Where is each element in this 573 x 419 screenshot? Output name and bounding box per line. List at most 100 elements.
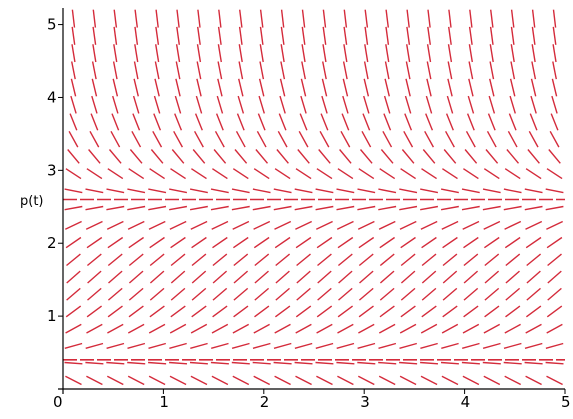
- slope-segment: [192, 149, 206, 164]
- slope-segment: [106, 375, 124, 386]
- slope-segment: [421, 287, 437, 301]
- slope-segment: [294, 188, 313, 194]
- slope-segment: [191, 270, 207, 284]
- slope-segment: [483, 168, 500, 180]
- slope-segment: [447, 61, 453, 80]
- slope-segment: [447, 44, 453, 63]
- slope-segment: [468, 78, 474, 97]
- slope-segment: [85, 205, 104, 211]
- slope-segment: [232, 220, 250, 230]
- slope-segment: [525, 236, 542, 249]
- slope-segment: [485, 149, 499, 164]
- slope-segment: [343, 26, 348, 45]
- slope-segment: [274, 236, 291, 249]
- slope-segment: [86, 323, 103, 334]
- slope-segment: [169, 375, 187, 386]
- slope-segment: [552, 44, 557, 63]
- slope-segment: [131, 130, 142, 148]
- slope-segment: [551, 78, 558, 97]
- slope-segment: [440, 188, 459, 194]
- slope-segment: [213, 149, 227, 164]
- slope-segment: [358, 287, 374, 301]
- slope-segment: [212, 253, 228, 267]
- slope-segment: [359, 149, 373, 164]
- slope-segment: [189, 188, 208, 194]
- slope-segment: [461, 361, 480, 365]
- slope-segment: [106, 205, 125, 211]
- slope-segment: [342, 61, 348, 80]
- slope-segment: [426, 61, 432, 80]
- slope-segment: [503, 188, 522, 194]
- slope-segment: [66, 287, 81, 301]
- slope-segment: [378, 361, 397, 365]
- slope-segment: [463, 287, 479, 301]
- slope-segment: [174, 113, 183, 131]
- slope-segment: [448, 9, 452, 28]
- slope-segment: [300, 95, 307, 114]
- slope-segment: [252, 361, 271, 365]
- slope-segment: [148, 323, 166, 334]
- slope-segment: [321, 95, 328, 114]
- slope-segment: [527, 149, 540, 164]
- slope-segment: [64, 205, 83, 211]
- slope-segment: [357, 375, 375, 386]
- slope-segment: [108, 149, 122, 164]
- slope-segment: [275, 287, 290, 301]
- slope-segment: [378, 323, 396, 334]
- slope-segment: [357, 220, 375, 230]
- slope-segment: [215, 113, 224, 131]
- slope-segment: [399, 323, 417, 334]
- slope-segment: [191, 236, 207, 249]
- slope-segment: [382, 130, 393, 148]
- slope-segment: [128, 287, 144, 301]
- slope-segment: [404, 113, 413, 131]
- slope-segment: [273, 361, 292, 365]
- slope-segment: [170, 236, 186, 249]
- slope-segment: [399, 205, 418, 211]
- slope-segment: [174, 95, 182, 114]
- slope-segment: [107, 305, 123, 318]
- slope-segment: [463, 270, 479, 284]
- slope-segment: [462, 375, 480, 386]
- slope-segment: [468, 44, 473, 63]
- slope-segment: [89, 130, 100, 148]
- slope-segment: [274, 305, 291, 318]
- x-tick-label: 1: [159, 393, 169, 411]
- slope-segment: [108, 270, 123, 284]
- slope-segment: [483, 323, 501, 334]
- slope-segment: [280, 9, 285, 28]
- slope-segment: [357, 205, 376, 211]
- slope-segment: [65, 236, 82, 249]
- slope-segment: [385, 44, 390, 63]
- slope-segment: [232, 375, 250, 386]
- slope-segment: [129, 149, 143, 164]
- slope-segment: [152, 130, 163, 148]
- slope-segment: [91, 95, 98, 114]
- slope-segment: [255, 149, 269, 164]
- slope-segment: [65, 220, 82, 230]
- slope-segment: [169, 323, 187, 334]
- slope-segment: [504, 236, 521, 249]
- slope-segment: [85, 361, 104, 365]
- slope-segment: [315, 205, 334, 211]
- slope-segment: [546, 323, 563, 334]
- slope-segment: [90, 113, 99, 131]
- slope-segment: [86, 253, 102, 267]
- slope-segment: [317, 253, 332, 267]
- slope-segment: [274, 220, 292, 230]
- slope-segment: [71, 44, 76, 63]
- slope-segment: [279, 78, 286, 97]
- slope-segment: [295, 305, 312, 318]
- slope-segment: [113, 9, 118, 28]
- slope-segment: [358, 236, 375, 249]
- slope-segment: [175, 78, 181, 97]
- slope-segment: [127, 361, 146, 365]
- slope-segment: [238, 61, 244, 80]
- slope-segment: [212, 287, 228, 301]
- slope-segment: [503, 342, 522, 349]
- slope-segment: [295, 323, 312, 334]
- slope-segment: [170, 287, 186, 301]
- slope-segment: [190, 342, 208, 349]
- slope-segment: [379, 236, 395, 249]
- slope-segment: [319, 130, 330, 148]
